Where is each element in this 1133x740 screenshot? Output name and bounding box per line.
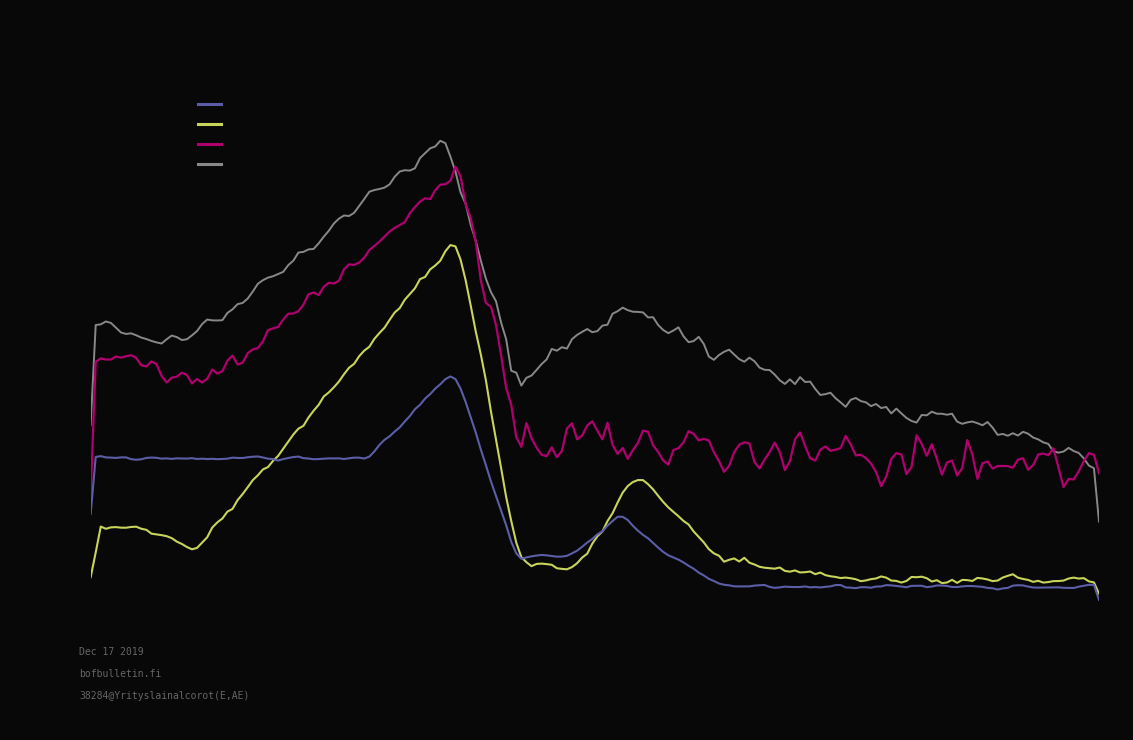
Text: bofbulletin.fi: bofbulletin.fi [79, 669, 162, 679]
Text: Dec 17 2019: Dec 17 2019 [79, 647, 144, 657]
Text: 38284@Yrityslainalcorot(E,AE): 38284@Yrityslainalcorot(E,AE) [79, 691, 249, 702]
Legend: , , , : , , , [198, 98, 221, 172]
